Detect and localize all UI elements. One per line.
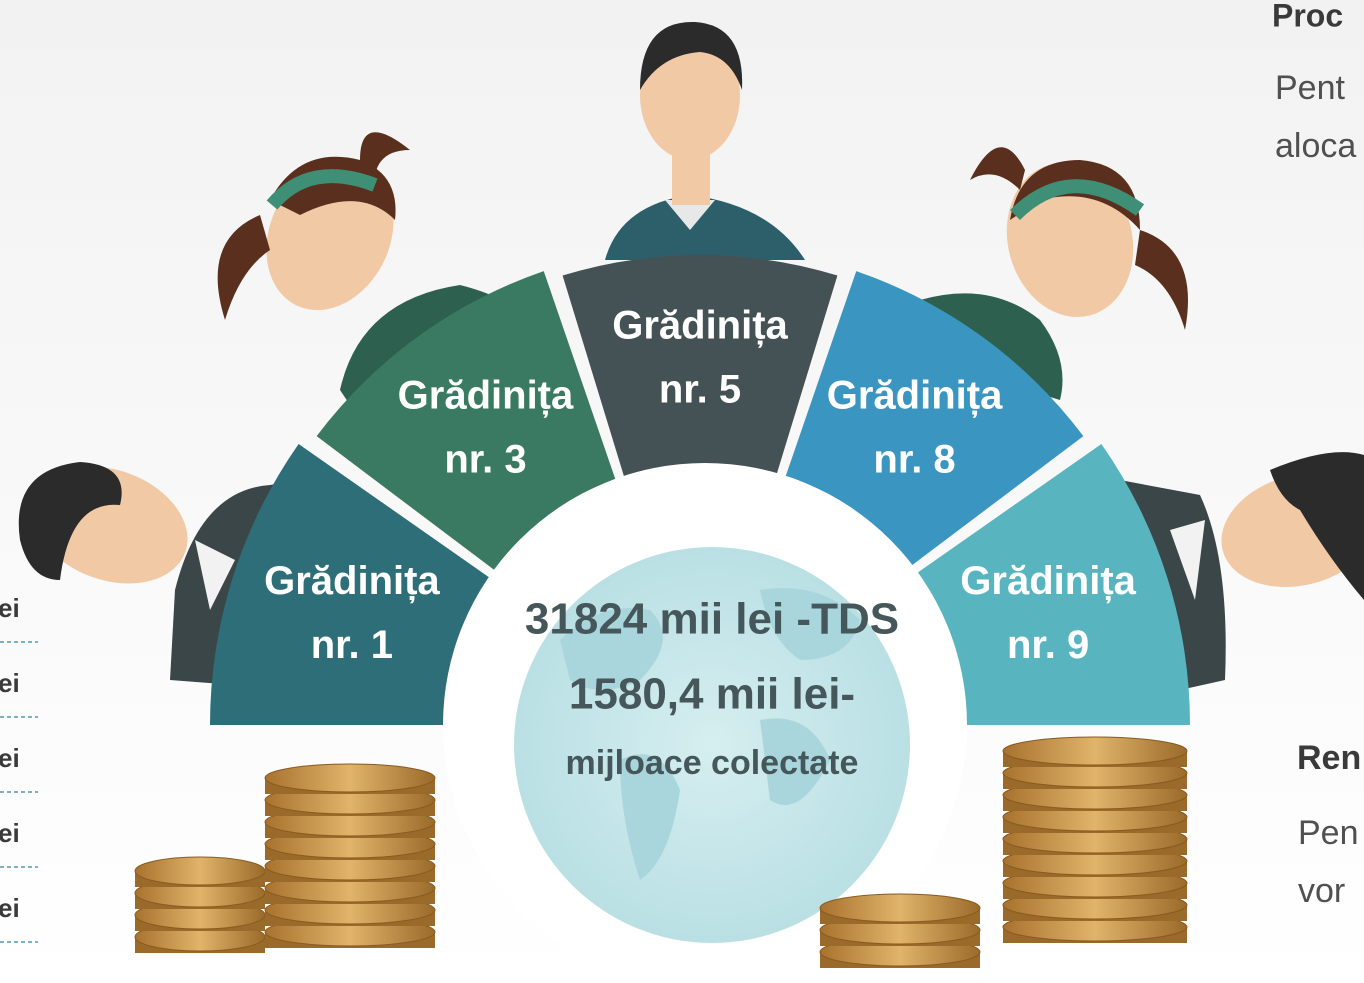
left-fragments: ei ei ei ei ei (0, 593, 38, 943)
segment-label: nr. 3 (444, 437, 526, 481)
segment-label: nr. 8 (873, 437, 955, 481)
fragment: ei (0, 668, 20, 698)
segment-label: nr. 9 (1007, 623, 1089, 667)
segment-label: nr. 1 (311, 623, 393, 667)
segment-label: Grădinița (398, 373, 574, 417)
segment (316, 271, 619, 575)
center-line: 1580,4 mii lei- (569, 670, 855, 719)
coins (134, 736, 1188, 968)
segment (781, 271, 1084, 575)
segment-label: Grădinița (612, 304, 788, 348)
fragment: ei (0, 818, 20, 848)
people (18, 21, 1364, 690)
segment-label: Grădinița (827, 373, 1003, 417)
fragment: ei (0, 893, 20, 923)
coin (264, 763, 436, 793)
fragment: ei (0, 743, 20, 773)
segment (562, 255, 838, 486)
segment-label: Grădinița (264, 559, 440, 603)
heading: Proc (1272, 0, 1343, 33)
segment-label: nr. 5 (659, 368, 741, 412)
text-line: Pent (1275, 69, 1345, 107)
text-line: vor (1298, 872, 1345, 910)
continents (560, 588, 860, 880)
coin (134, 856, 266, 886)
text-line: aloca (1275, 127, 1356, 165)
center-line: mijloace colectate (566, 744, 859, 782)
semicircle: Grădinița nr. 1 Grădinița nr. 3 Grădinița nr.… (210, 255, 1190, 725)
coin (1002, 736, 1188, 766)
segment (210, 443, 496, 725)
segment (904, 443, 1190, 725)
coin (819, 893, 981, 923)
text-line: Pen (1298, 814, 1359, 852)
center-line: 31824 mii lei -TDS (525, 595, 899, 644)
heading: Ren (1297, 739, 1361, 777)
fragment: ei (0, 593, 20, 623)
segment-label: Grădinița (960, 559, 1136, 603)
